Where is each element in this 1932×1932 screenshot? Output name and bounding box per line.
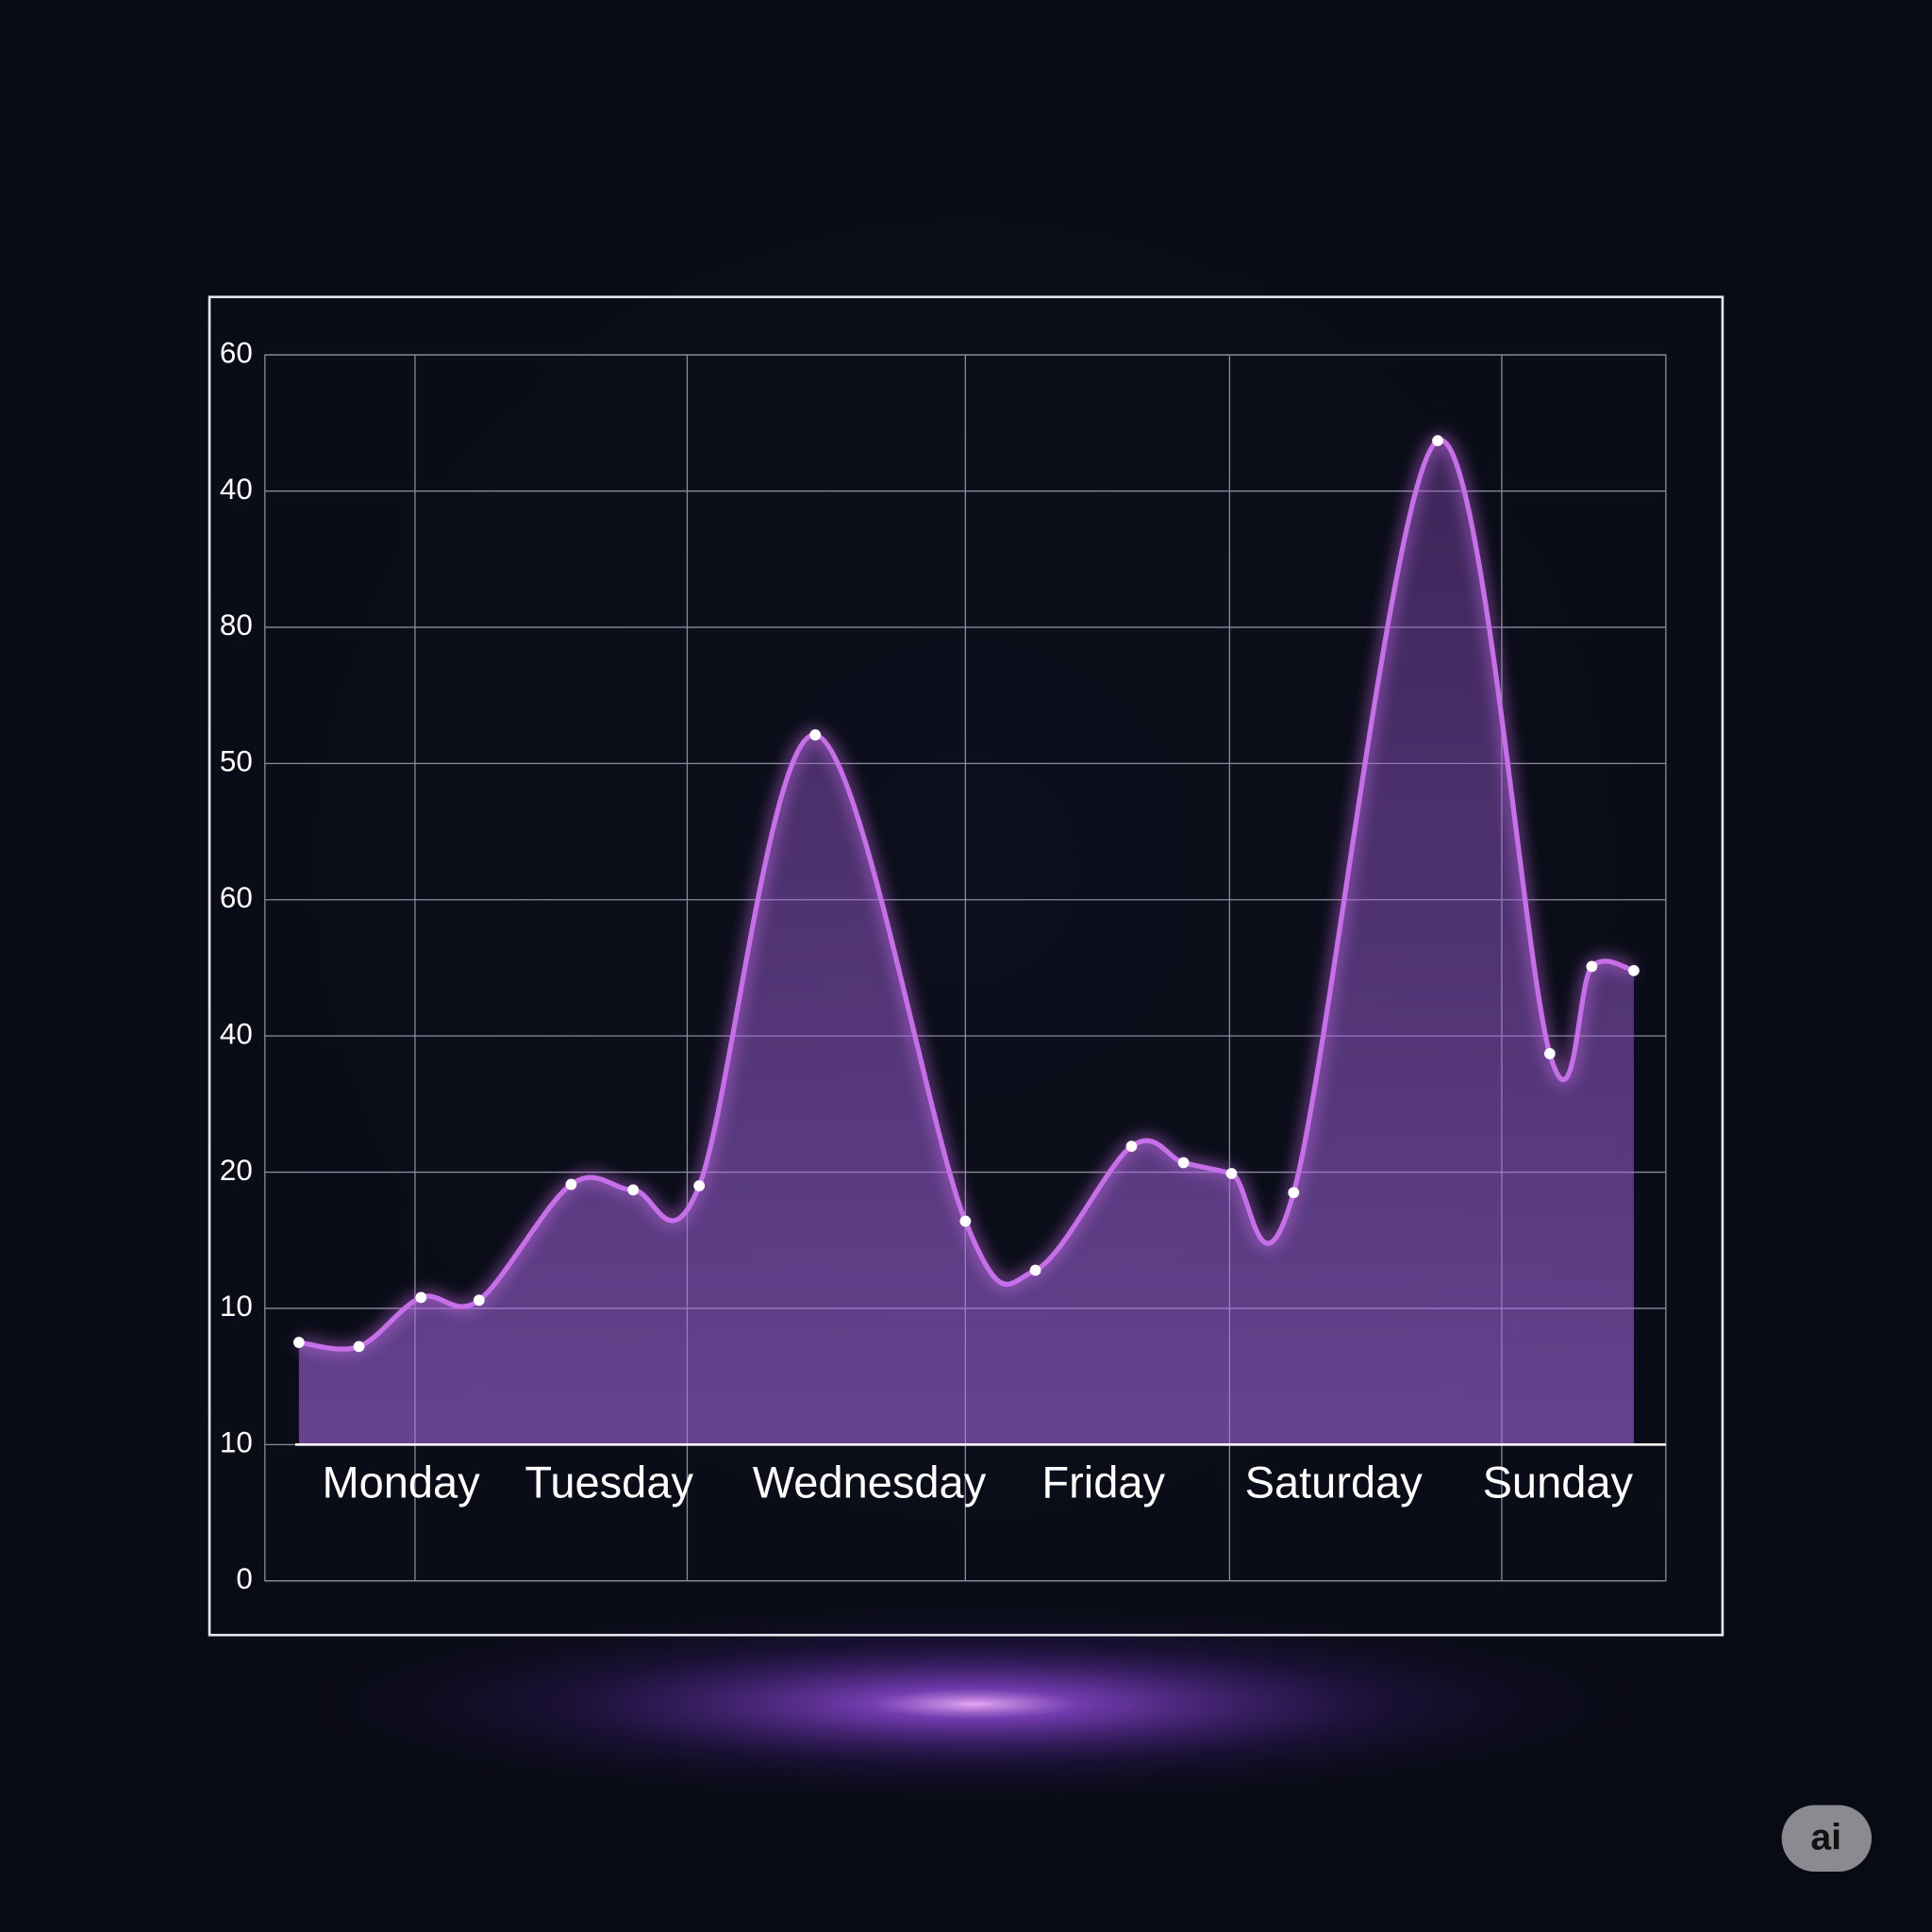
point <box>1586 960 1598 973</box>
point <box>565 1178 577 1191</box>
point <box>1628 964 1640 976</box>
point <box>693 1180 706 1191</box>
x-tick-label: Friday <box>1041 1457 1165 1507</box>
frame <box>208 295 1724 1637</box>
point <box>1225 1168 1238 1179</box>
point <box>1543 1048 1556 1059</box>
point <box>353 1341 365 1353</box>
y-tick-label: 50 <box>220 745 253 778</box>
plot: 0 10 10 20 40 60 50 80 40 60 Monday Tuesday Wednesda… <box>220 336 1667 1595</box>
y-tick-label: 20 <box>220 1154 253 1187</box>
y-tick-label: 0 <box>236 1562 252 1595</box>
point <box>1177 1157 1190 1169</box>
y-tick-label: 80 <box>220 608 253 641</box>
point <box>627 1184 640 1196</box>
glow <box>283 1605 1664 1803</box>
point <box>959 1215 972 1227</box>
y-tick-label: 40 <box>220 1017 253 1050</box>
x-tick-label: Tuesday <box>525 1457 693 1507</box>
point <box>1288 1187 1300 1199</box>
point <box>809 729 822 741</box>
y-tick-label: 10 <box>220 1290 253 1323</box>
point <box>1029 1264 1041 1276</box>
y-tick-label: 60 <box>220 881 253 914</box>
y-tick-label: 40 <box>220 473 253 506</box>
x-tick-label: Wednesday <box>753 1457 987 1507</box>
point <box>1432 435 1443 447</box>
point <box>473 1294 485 1307</box>
point <box>415 1291 427 1304</box>
point <box>293 1337 305 1348</box>
y-tick-label: 10 <box>220 1426 253 1459</box>
x-tick-label: Saturday <box>1245 1457 1424 1507</box>
badge-text: ai <box>1810 1817 1841 1857</box>
badge <box>1781 1805 1872 1872</box>
x-tick-label: Sunday <box>1483 1457 1634 1507</box>
point <box>1125 1141 1138 1152</box>
x-tick-label: Monday <box>322 1457 480 1507</box>
y-tick-label: 60 <box>220 336 253 369</box>
